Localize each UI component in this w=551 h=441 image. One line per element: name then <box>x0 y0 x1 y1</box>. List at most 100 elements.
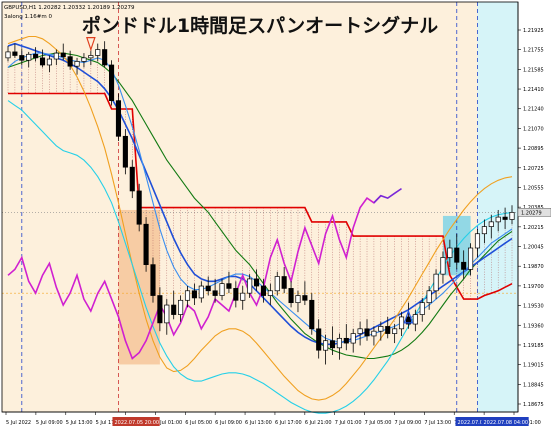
candle-body <box>95 49 101 56</box>
candle-body <box>371 330 377 337</box>
candle-body <box>102 49 108 66</box>
candle-body <box>440 257 446 275</box>
candle-body <box>509 211 515 220</box>
candle-body <box>88 55 94 59</box>
y-tick-label: 1.21755 <box>523 48 544 54</box>
candle-body <box>316 328 322 351</box>
lightblue-line <box>7 52 513 343</box>
candle-body <box>26 53 32 61</box>
x-tick-label: 5 Jul 13:00 <box>66 420 93 426</box>
candle-body <box>392 328 398 334</box>
x-tick-label: 6 Jul 13:00 <box>245 420 272 426</box>
candle-body <box>329 340 336 349</box>
y-tick-label: 1.19700 <box>523 284 544 290</box>
x-tick-label: 7 Jul 01:00 <box>335 420 362 426</box>
candle-body <box>274 276 280 292</box>
candle-body <box>447 247 453 258</box>
current-price-label: 1.20279 <box>521 210 542 216</box>
candle-body <box>267 290 273 296</box>
candle-body <box>143 223 149 265</box>
y-tick-label: 1.21410 <box>523 87 544 93</box>
chart-title: ポンドドル1時間足スパンオートシグナル <box>82 14 438 37</box>
candle-body <box>171 304 177 315</box>
candle-body <box>495 216 501 223</box>
symbol-header: GBPUSD,H1 1.20282 1.20332 1.20189 1.2027… <box>4 5 135 11</box>
candle-body <box>136 190 142 225</box>
current-price-box <box>517 208 551 217</box>
y-tick-label: 1.20555 <box>523 185 544 191</box>
candle-body <box>433 273 439 292</box>
candle-body <box>53 52 59 60</box>
candle-body <box>219 283 225 296</box>
x-tick-label: 5 Jul 2022 <box>6 420 31 426</box>
candle-body <box>233 288 239 301</box>
candle-body <box>502 216 508 220</box>
candle-body <box>454 247 460 263</box>
y-tick-label: 1.18845 <box>523 382 544 388</box>
red-line <box>8 92 513 300</box>
orange-line <box>7 35 513 401</box>
candle-body <box>468 247 474 270</box>
candle-body <box>288 288 294 304</box>
x-tick-label: 5 Jul 17:00 <box>96 420 123 426</box>
x-tick-label: 6 Jul 17:00 <box>275 420 302 426</box>
x-tick-label: 7 Jul 05:00 <box>365 420 392 426</box>
candle-body <box>115 100 122 137</box>
candle-body <box>12 51 18 56</box>
indicator-header: 3along 1.16#m 0 <box>4 14 52 20</box>
y-tick-label: 1.19870 <box>523 264 544 270</box>
candle-body <box>253 278 260 287</box>
candle-body <box>191 290 197 299</box>
candle-body <box>240 292 246 301</box>
candle-body <box>378 326 384 332</box>
candle-body <box>426 290 432 304</box>
candle-body <box>309 299 315 330</box>
candle-body <box>385 326 391 334</box>
candle-body <box>205 285 211 292</box>
candle-body <box>419 302 425 315</box>
y-tick-label: 1.18675 <box>523 402 544 408</box>
y-tick-label: 1.21925 <box>523 28 544 34</box>
candle-body <box>74 61 80 67</box>
candle-body <box>19 55 25 61</box>
candle-body <box>350 333 356 344</box>
candle-body <box>295 295 301 304</box>
y-tick-label: 1.19185 <box>523 343 544 349</box>
y-tick-label: 1.19015 <box>523 363 544 369</box>
x-tick-label: 7 Jul 13:00 <box>424 420 451 426</box>
candle-body <box>178 299 184 315</box>
candle-body <box>184 290 191 301</box>
candle-body <box>226 283 232 289</box>
magenta-line <box>7 195 382 360</box>
candle-body <box>129 166 135 192</box>
candle-body <box>247 278 253 294</box>
candle-body <box>260 285 267 296</box>
candle-body <box>364 328 370 337</box>
candle-body <box>488 221 494 227</box>
candle-body <box>81 57 87 62</box>
y-tick-label: 1.19530 <box>523 304 544 310</box>
y-tick-label: 1.21585 <box>523 67 544 73</box>
candle-body <box>157 295 163 324</box>
candle-body <box>60 52 66 58</box>
candle-body <box>412 314 418 325</box>
candle-body <box>474 233 481 249</box>
y-tick-label: 1.21240 <box>523 107 544 113</box>
candle-body <box>343 337 349 344</box>
highlight-xtick-label: 2022.07.08 04:00 <box>483 420 528 426</box>
candle-body <box>122 135 128 168</box>
highlight-xtick-box <box>481 417 529 426</box>
candle-body <box>150 264 156 296</box>
candle-body <box>39 57 46 66</box>
y-tick-label: 1.20045 <box>523 245 544 251</box>
candle-body <box>481 226 487 235</box>
candle-body <box>5 51 11 59</box>
candle-body <box>164 304 170 324</box>
highlight-xtick-box <box>455 417 503 426</box>
price-axis <box>518 0 551 437</box>
y-tick-label: 1.20895 <box>523 146 544 152</box>
candle-body <box>212 290 218 296</box>
y-tick-label: 1.19360 <box>523 323 544 329</box>
